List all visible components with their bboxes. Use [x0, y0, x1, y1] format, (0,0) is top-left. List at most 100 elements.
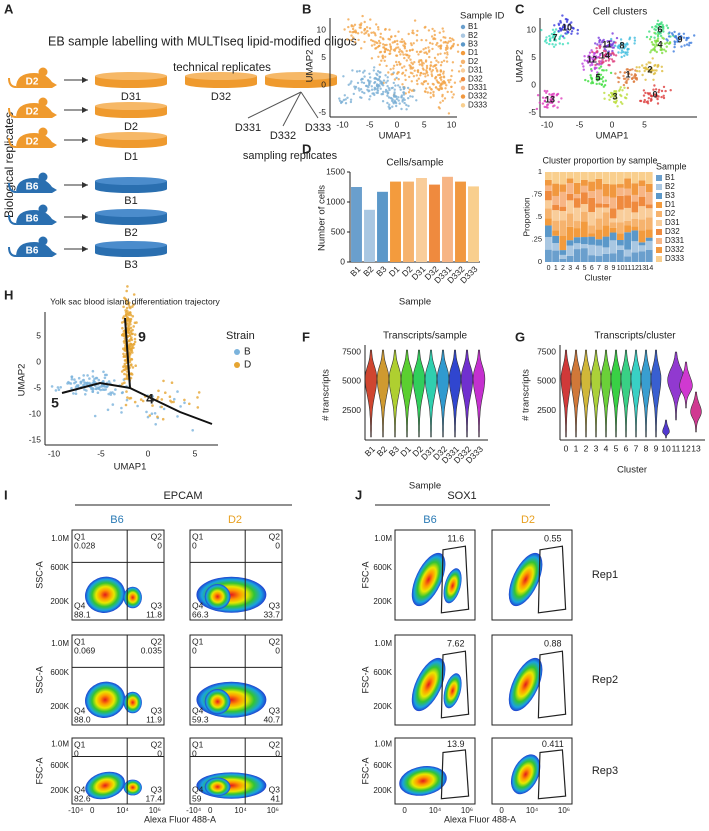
cell-point [385, 43, 388, 47]
cell-point [369, 76, 372, 79]
cell-point [129, 331, 132, 334]
cell-point [654, 45, 657, 48]
cell-point [348, 30, 352, 33]
cell-point [603, 97, 606, 100]
cell-point [624, 77, 627, 80]
cell-point [554, 28, 558, 31]
label: Q2 [151, 636, 163, 646]
cell-point [546, 89, 549, 93]
label: D332 [665, 245, 685, 254]
cell-point [431, 69, 434, 72]
violin [570, 349, 582, 438]
cell-point [626, 48, 629, 51]
cell-point [593, 67, 597, 71]
mouse-icon [16, 210, 57, 225]
cell-point [545, 36, 548, 39]
cell-point [54, 389, 58, 392]
cell-point [133, 321, 137, 325]
density-blob [85, 771, 125, 800]
cell-point [665, 38, 668, 41]
quadrant-value: 0 [74, 748, 79, 758]
cell-point [621, 89, 624, 92]
cell-point [125, 373, 128, 376]
cell-point [401, 98, 404, 102]
label: 9 [611, 265, 615, 272]
quadrant-value: 59.3 [192, 714, 209, 724]
cell-point [396, 43, 399, 46]
cell-point [387, 91, 390, 95]
cell-point [607, 94, 611, 97]
cell-point [446, 46, 449, 49]
dish-base [95, 140, 167, 148]
cell-point [598, 62, 601, 65]
cell-point [389, 46, 392, 49]
cell-point [643, 98, 646, 102]
cell-point [397, 46, 400, 49]
dish-base [185, 80, 257, 88]
gate-value: 13.9 [447, 739, 465, 749]
chart-title: Cells/sample [386, 158, 444, 169]
cell-point [404, 92, 407, 95]
label: EPCAM [163, 490, 202, 502]
label: 0 [208, 806, 213, 815]
cell-point [453, 81, 457, 84]
cell-point [126, 377, 129, 381]
cell-point [176, 390, 179, 393]
cell-point [450, 74, 453, 78]
cell-point [123, 362, 127, 366]
cell-point [360, 77, 364, 81]
cell-point [411, 31, 414, 34]
cell-point [616, 105, 619, 108]
proportion-segment [552, 172, 559, 184]
cluster-label: 9 [677, 34, 682, 44]
cell-point [645, 63, 648, 66]
cell-point [449, 40, 452, 43]
label: B2 [468, 31, 478, 40]
proportion-segment [595, 178, 603, 190]
bar [403, 181, 414, 262]
label: Q4 [74, 784, 86, 794]
cell-point [363, 75, 366, 78]
label: D1 [665, 200, 676, 209]
label: 1.0M [51, 639, 69, 648]
cell-point [399, 88, 402, 91]
cell-point [625, 93, 629, 96]
cell-point [379, 32, 382, 35]
label: 5 [583, 265, 587, 272]
proportion-segment [645, 249, 653, 262]
cell-point [368, 72, 371, 76]
label: D331 [235, 122, 261, 134]
proportion-segment [573, 207, 581, 222]
cell-point [370, 44, 374, 47]
cell-point [656, 102, 660, 105]
proportion-segment [631, 183, 639, 195]
dish-top [95, 241, 167, 249]
cell-point [648, 92, 652, 95]
label: UMAP1 [379, 131, 412, 142]
cell-point [129, 376, 133, 380]
cell-point [407, 91, 411, 94]
label: Q3 [269, 600, 281, 610]
cell-point [386, 94, 389, 98]
cell-point [570, 32, 573, 35]
cell-point [439, 63, 443, 67]
cell-point [613, 44, 617, 47]
label: # transcripts [521, 369, 532, 421]
cell-point [129, 313, 133, 317]
cell-point [660, 21, 663, 24]
label: -5 [528, 107, 536, 117]
cell-point [342, 75, 345, 78]
label: 13 [691, 443, 701, 453]
proportion-segment [588, 255, 595, 262]
cell-point [608, 57, 611, 60]
cell-point [656, 97, 659, 101]
cluster-label: 2 [647, 64, 652, 74]
cell-point [633, 74, 636, 78]
cell-point [598, 77, 601, 80]
cell-point [611, 60, 615, 63]
proportion-segment [566, 226, 574, 241]
cell-point [595, 76, 598, 79]
label: Q2 [269, 636, 281, 646]
cell-point [627, 78, 630, 81]
cell-point [424, 47, 427, 50]
